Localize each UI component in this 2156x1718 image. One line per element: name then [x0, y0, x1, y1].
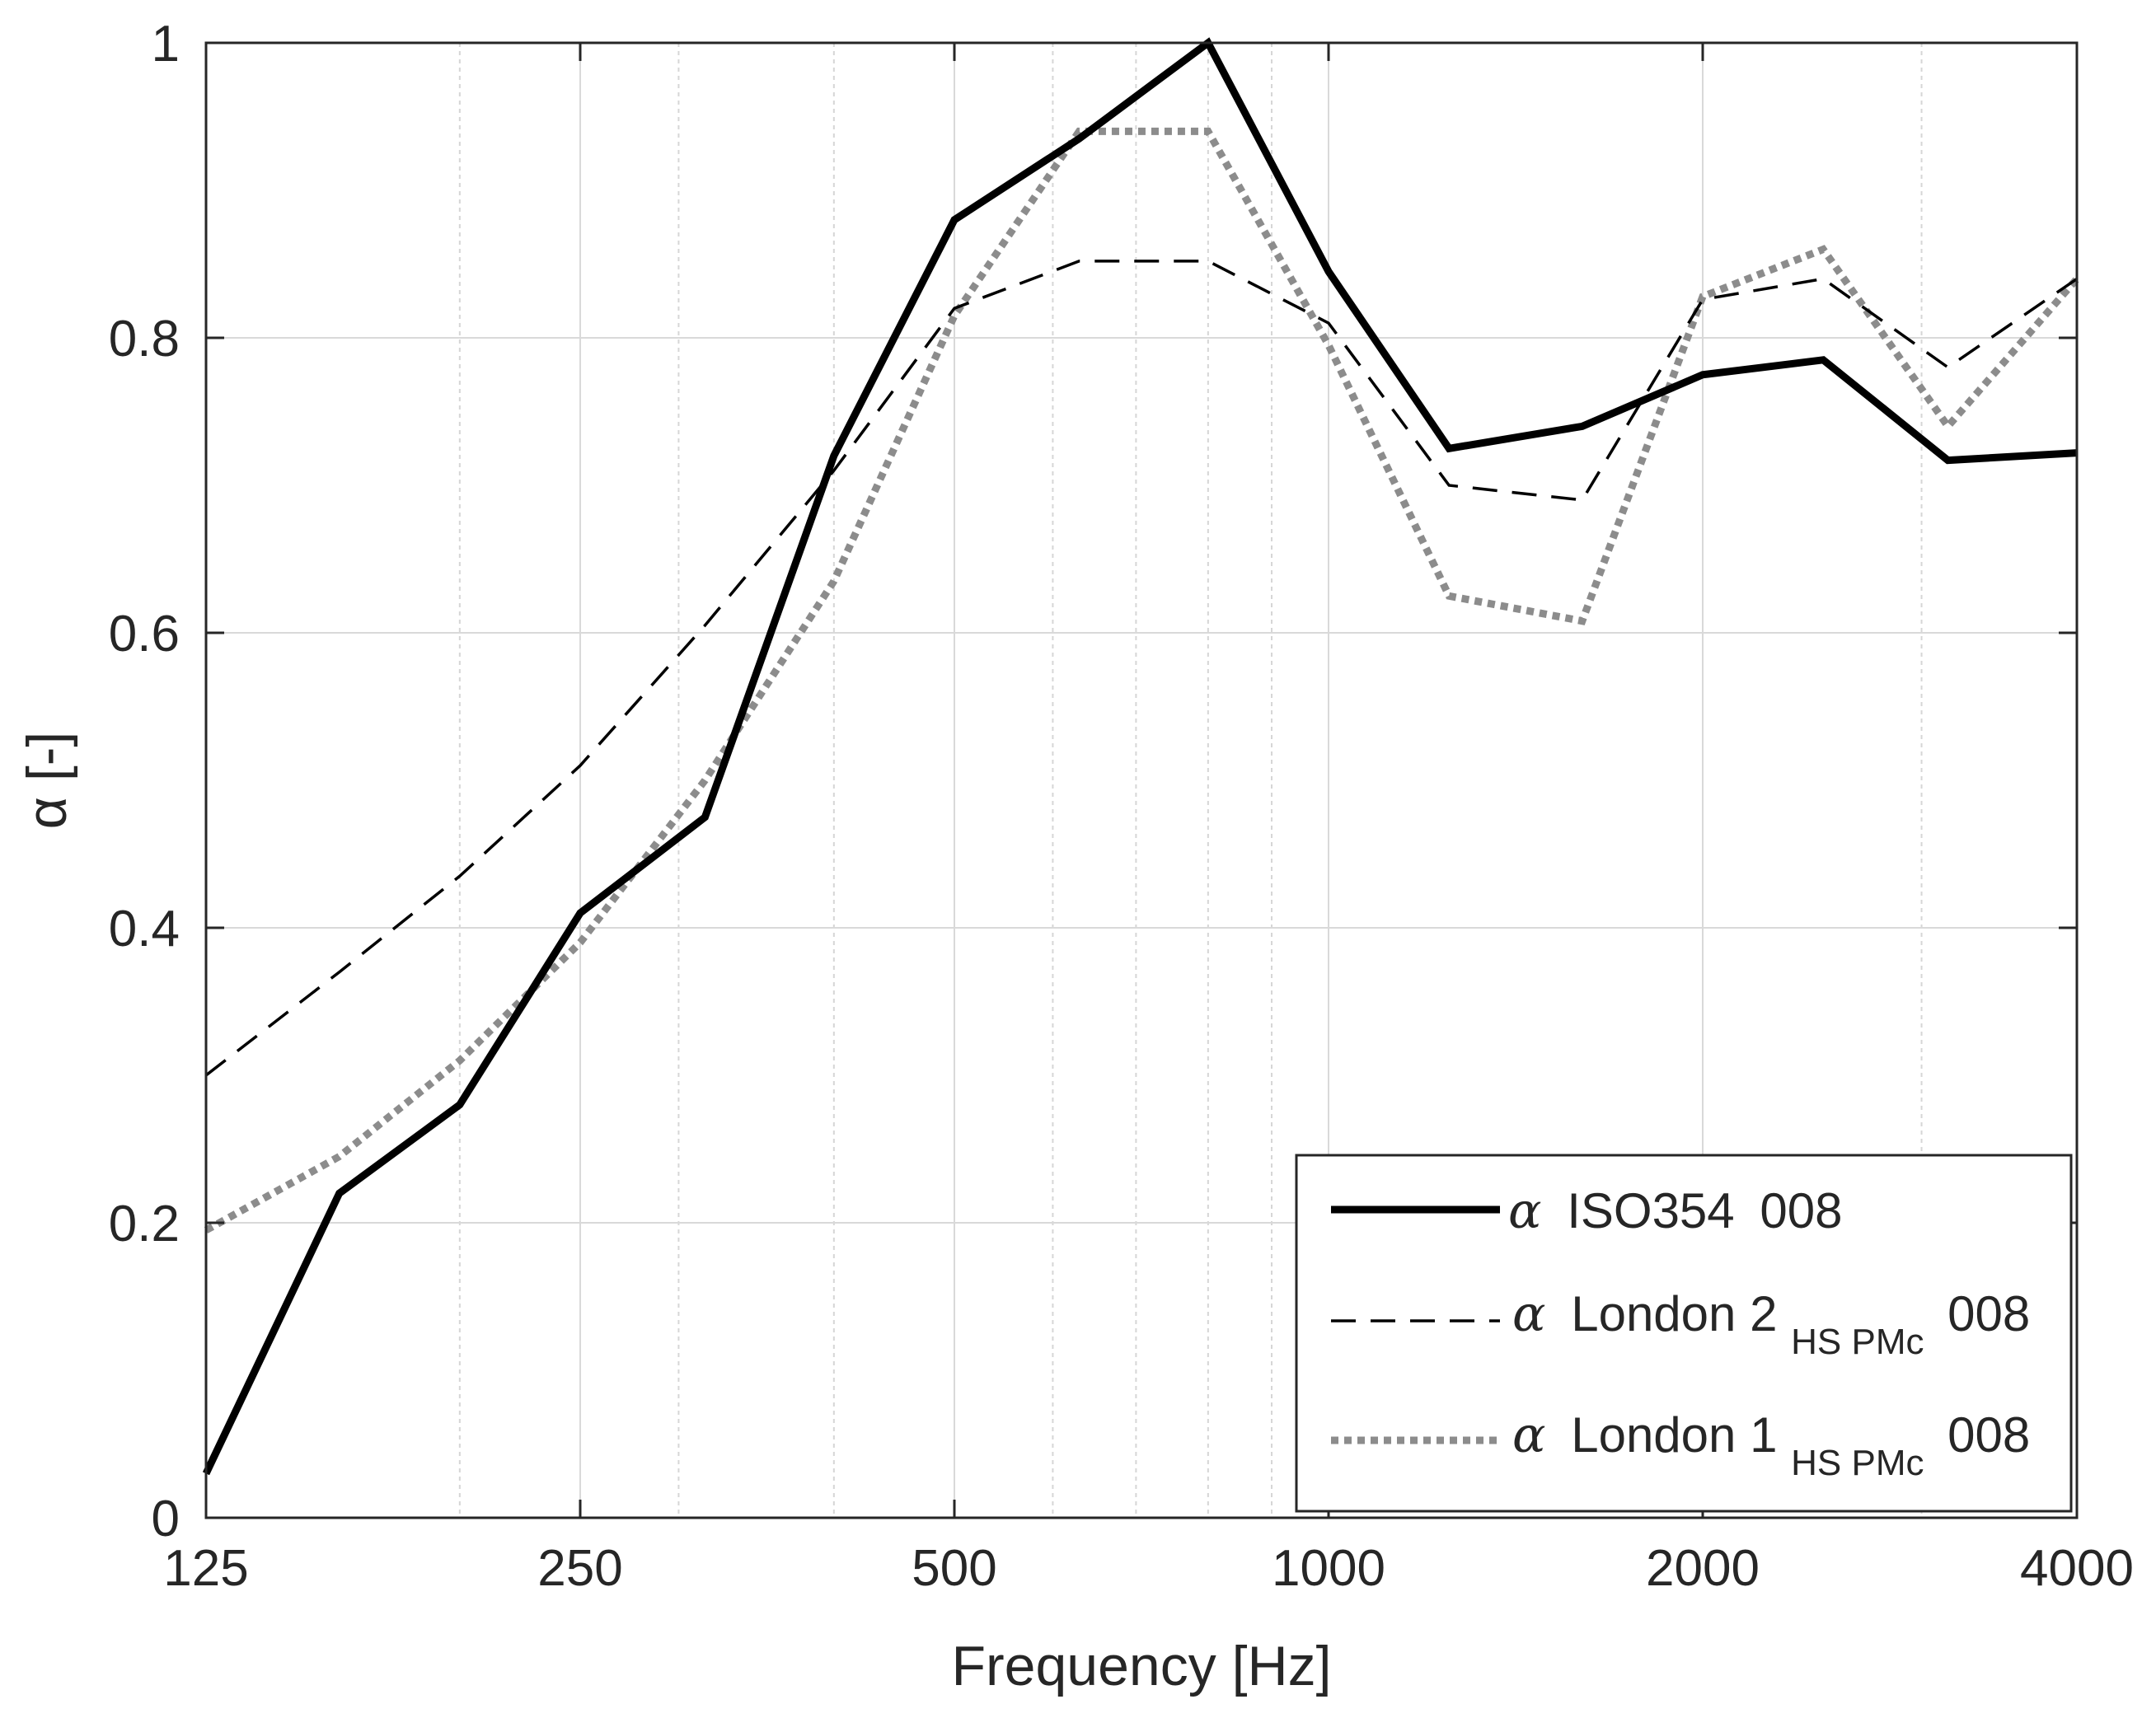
legend-main-text: London 2	[1571, 1286, 1777, 1341]
y-tick-label: 1	[152, 16, 180, 73]
x-tick-label: 2000	[1646, 1540, 1760, 1597]
legend-main-text: ISO354	[1567, 1183, 1734, 1238]
x-axis-title: Frequency [Hz]	[951, 1635, 1331, 1697]
y-tick-label: 0.6	[109, 606, 180, 662]
y-axis-title: α [-]	[16, 732, 78, 830]
legend-label-london1: α London 1 HS PMc 008	[1512, 1407, 2030, 1486]
series-line-2	[204, 127, 2080, 1233]
x-tick-label: 4000	[2020, 1540, 2134, 1597]
data-series	[202, 37, 2080, 1476]
x-tick-label: 1000	[1272, 1540, 1385, 1597]
y-tick-label: 0.8	[109, 311, 180, 367]
legend-suffix-text: 008	[1947, 1286, 2030, 1341]
legend-main-text: London 1	[1571, 1407, 1777, 1463]
series-line-1	[204, 260, 2078, 1077]
legend: α ISO354 008 α London 2 HS PMc 008 α Lon…	[1295, 1154, 2073, 1513]
x-tick-labels: 125 250 500 1000 2000 4000	[163, 1540, 2134, 1597]
plot-area-frame	[204, 41, 2079, 1519]
legend-subscript-text: HS PMc	[1791, 1322, 1924, 1362]
x-tick-label: 125	[163, 1540, 248, 1597]
series-line-0	[202, 37, 2078, 1476]
legend-subscript-text: HS PMc	[1791, 1443, 1924, 1483]
legend-label-london2: α London 2 HS PMc 008	[1512, 1285, 2030, 1365]
legend-label-iso354: α ISO354 008	[1508, 1182, 1842, 1240]
x-tick-label: 250	[537, 1540, 622, 1597]
y-tick-labels: 0 0.2 0.4 0.6 0.8 1	[109, 16, 180, 1547]
y-tick-label: 0.2	[109, 1196, 180, 1252]
x-tick-label: 500	[912, 1540, 996, 1597]
legend-alpha-symbol: α	[1512, 1407, 1546, 1464]
legend-alpha-symbol: α	[1512, 1285, 1546, 1343]
legend-suffix-text: 008	[1947, 1407, 2030, 1463]
y-tick-label: 0	[152, 1491, 180, 1547]
legend-box	[1295, 1154, 2073, 1513]
y-tick-label: 0.4	[109, 901, 180, 957]
legend-alpha-symbol: α	[1508, 1182, 1542, 1240]
legend-suffix-text: 008	[1760, 1183, 1842, 1238]
